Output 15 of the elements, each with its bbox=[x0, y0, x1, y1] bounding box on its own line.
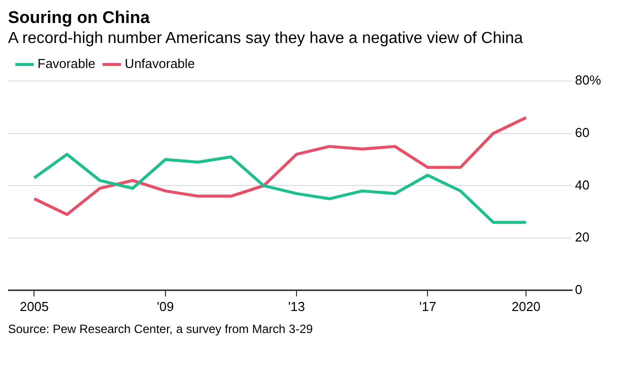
x-tick-label: '09 bbox=[156, 298, 174, 314]
x-tick-label: 2005 bbox=[20, 298, 49, 314]
y-tick-label: 0 bbox=[574, 282, 582, 297]
legend-label: Unfavorable bbox=[124, 56, 195, 72]
x-tick-label: 2020 bbox=[512, 298, 541, 314]
y-tick-label: 60 bbox=[574, 124, 590, 140]
y-tick-label: 40 bbox=[574, 177, 590, 192]
y-tick-label: 20 bbox=[574, 230, 590, 245]
source-note: Source: Pew Research Center, a survey from March 3-29 bbox=[8, 322, 314, 336]
x-tick-label: '13 bbox=[288, 298, 306, 314]
legend-label: Favorable bbox=[38, 56, 96, 72]
x-tick-label: '17 bbox=[419, 298, 436, 314]
chart-title: Souring on China bbox=[8, 8, 151, 28]
chart-subtitle: A record-high number Americans say they have a negative view of China bbox=[8, 30, 524, 48]
y-tick-label: 80% bbox=[574, 72, 602, 88]
